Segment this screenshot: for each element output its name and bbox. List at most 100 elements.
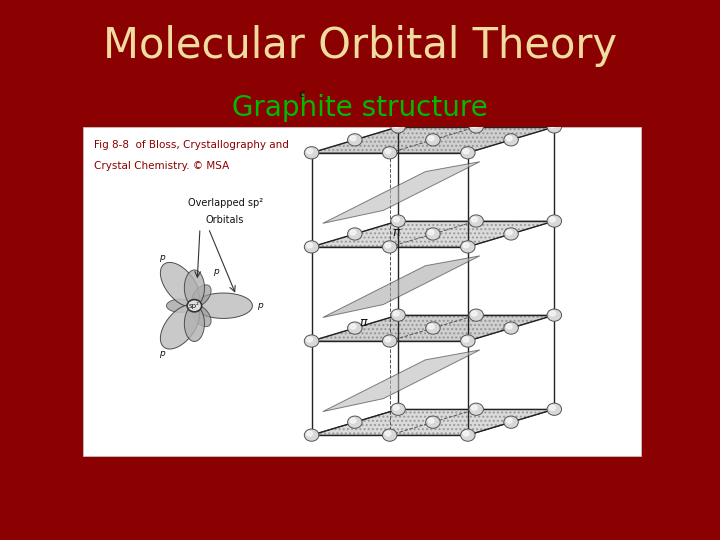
Circle shape bbox=[504, 134, 518, 146]
Polygon shape bbox=[312, 409, 554, 435]
Circle shape bbox=[348, 228, 362, 240]
Circle shape bbox=[549, 311, 555, 316]
Circle shape bbox=[305, 335, 319, 347]
Circle shape bbox=[472, 311, 477, 316]
Text: π: π bbox=[359, 316, 366, 329]
Circle shape bbox=[547, 309, 562, 321]
Circle shape bbox=[393, 311, 399, 316]
Circle shape bbox=[504, 416, 518, 428]
Circle shape bbox=[547, 403, 562, 415]
Text: Molecular Orbital Theory: Molecular Orbital Theory bbox=[103, 25, 617, 67]
Polygon shape bbox=[323, 161, 480, 224]
Text: p: p bbox=[159, 253, 165, 262]
Circle shape bbox=[463, 149, 469, 154]
Circle shape bbox=[426, 416, 440, 428]
Circle shape bbox=[469, 121, 483, 133]
Circle shape bbox=[428, 136, 434, 141]
Circle shape bbox=[385, 243, 391, 248]
Circle shape bbox=[385, 431, 391, 436]
Circle shape bbox=[391, 309, 405, 321]
Circle shape bbox=[305, 147, 319, 159]
Circle shape bbox=[382, 147, 397, 159]
Circle shape bbox=[382, 241, 397, 253]
Circle shape bbox=[428, 418, 434, 423]
Circle shape bbox=[350, 324, 356, 329]
Circle shape bbox=[549, 123, 555, 128]
Circle shape bbox=[461, 241, 475, 253]
Text: p: p bbox=[159, 349, 165, 358]
Circle shape bbox=[187, 300, 202, 312]
Circle shape bbox=[385, 149, 391, 154]
Circle shape bbox=[463, 431, 469, 436]
Circle shape bbox=[350, 230, 356, 235]
Circle shape bbox=[506, 136, 512, 141]
Circle shape bbox=[382, 335, 397, 347]
Circle shape bbox=[472, 405, 477, 410]
Polygon shape bbox=[312, 221, 554, 247]
Circle shape bbox=[305, 241, 319, 253]
Text: p: p bbox=[212, 267, 218, 276]
FancyBboxPatch shape bbox=[83, 127, 641, 456]
Circle shape bbox=[547, 215, 562, 227]
Circle shape bbox=[348, 134, 362, 146]
Circle shape bbox=[385, 337, 391, 342]
Text: Overlapped sp²: Overlapped sp² bbox=[187, 198, 263, 208]
Circle shape bbox=[348, 416, 362, 428]
Polygon shape bbox=[184, 270, 204, 306]
Circle shape bbox=[463, 337, 469, 342]
Polygon shape bbox=[166, 299, 194, 312]
Circle shape bbox=[382, 429, 397, 441]
Text: Crystal Chemistry. © MSA: Crystal Chemistry. © MSA bbox=[94, 161, 229, 171]
Polygon shape bbox=[194, 293, 253, 319]
Circle shape bbox=[307, 243, 312, 248]
Polygon shape bbox=[323, 350, 480, 411]
Circle shape bbox=[472, 217, 477, 222]
Circle shape bbox=[504, 228, 518, 240]
Text: c: c bbox=[299, 89, 305, 99]
Circle shape bbox=[426, 228, 440, 240]
Circle shape bbox=[549, 217, 555, 222]
Circle shape bbox=[549, 405, 555, 410]
Circle shape bbox=[426, 322, 440, 334]
Circle shape bbox=[506, 230, 512, 235]
Circle shape bbox=[307, 431, 312, 436]
Circle shape bbox=[461, 429, 475, 441]
Polygon shape bbox=[192, 285, 211, 306]
Circle shape bbox=[426, 134, 440, 146]
Circle shape bbox=[350, 136, 356, 141]
Circle shape bbox=[428, 230, 434, 235]
Circle shape bbox=[461, 335, 475, 347]
Text: π: π bbox=[392, 226, 400, 239]
Circle shape bbox=[461, 147, 475, 159]
Polygon shape bbox=[192, 305, 211, 327]
Polygon shape bbox=[161, 262, 199, 307]
Circle shape bbox=[391, 121, 405, 133]
Text: Orbitals: Orbitals bbox=[206, 215, 244, 225]
Circle shape bbox=[391, 403, 405, 415]
Polygon shape bbox=[161, 305, 199, 349]
Circle shape bbox=[393, 217, 399, 222]
Circle shape bbox=[307, 149, 312, 154]
Text: Fig 8-8  of Bloss, Crystallography and: Fig 8-8 of Bloss, Crystallography and bbox=[94, 140, 289, 151]
Polygon shape bbox=[312, 127, 554, 153]
Circle shape bbox=[307, 337, 312, 342]
Circle shape bbox=[472, 123, 477, 128]
Circle shape bbox=[504, 322, 518, 334]
Circle shape bbox=[305, 429, 319, 441]
Circle shape bbox=[469, 403, 483, 415]
Text: p: p bbox=[257, 301, 263, 310]
Circle shape bbox=[393, 123, 399, 128]
Circle shape bbox=[393, 405, 399, 410]
Circle shape bbox=[391, 215, 405, 227]
Circle shape bbox=[506, 324, 512, 329]
Circle shape bbox=[469, 309, 483, 321]
Circle shape bbox=[350, 418, 356, 423]
Circle shape bbox=[469, 215, 483, 227]
Circle shape bbox=[348, 322, 362, 334]
Text: Graphite structure: Graphite structure bbox=[232, 94, 488, 122]
Polygon shape bbox=[323, 256, 480, 318]
Circle shape bbox=[428, 324, 434, 329]
Polygon shape bbox=[312, 315, 554, 341]
Polygon shape bbox=[184, 306, 204, 341]
Text: sp²: sp² bbox=[189, 302, 200, 309]
